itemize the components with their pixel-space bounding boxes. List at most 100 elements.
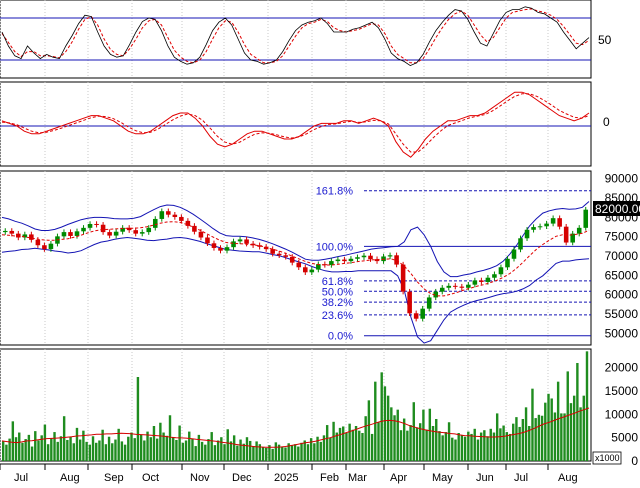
stochastic-ytick-label: 50 [598, 33, 612, 47]
volume-bar [297, 446, 300, 461]
stochastic-grid [0, 0, 591, 78]
volume-bar [69, 436, 72, 461]
volume-bar [383, 386, 387, 461]
volume-bar [111, 443, 114, 461]
volume-bar [50, 438, 53, 461]
volume-bar [303, 440, 306, 461]
candle-body [107, 232, 112, 236]
volume-bar [399, 430, 403, 461]
month-label: Feb [320, 472, 339, 484]
volume-bar [46, 444, 50, 461]
candle-body [237, 239, 243, 242]
volume-bar [524, 407, 528, 461]
volume-bar [239, 439, 242, 461]
oscillator-main-line [1, 91, 590, 158]
month-label: Jul [14, 472, 28, 484]
volume-ytick-label: 0 [631, 454, 638, 468]
volume-bar [66, 440, 69, 461]
volume-bar [537, 414, 541, 461]
candle-body [316, 264, 321, 270]
volume-bar [425, 429, 428, 461]
volume-bar [114, 439, 117, 461]
volume-bar [534, 418, 537, 461]
month-label: Aug [558, 472, 578, 484]
stochastic-k-line [1, 6, 590, 67]
fib-level-label: 0.0% [328, 331, 353, 343]
month-label: Dec [232, 472, 252, 484]
volume-bar [460, 435, 464, 461]
volume-bar [82, 430, 85, 461]
price-ytick-label: 65000 [605, 268, 639, 282]
price-ma-line [1, 221, 590, 297]
fib-level-label: 23.6% [322, 310, 353, 322]
candle-body [198, 231, 204, 238]
candle-body [374, 259, 380, 262]
candle-body [100, 224, 106, 233]
volume-bar [508, 433, 512, 461]
volume-bar [422, 409, 425, 461]
volume-bar [447, 422, 451, 461]
candle-body [420, 308, 425, 319]
volume-bar [248, 440, 252, 461]
volume-bar [62, 416, 66, 461]
volume-bar [172, 437, 175, 461]
volume-bar [255, 441, 258, 461]
volume-bar [418, 423, 422, 461]
volume-bar [582, 395, 585, 461]
candle-body [42, 245, 47, 250]
candle-body [576, 227, 582, 234]
candle-body [531, 227, 536, 230]
volume-bar [361, 433, 364, 461]
oscillator-lines [1, 91, 590, 158]
last-price-badge [593, 201, 640, 216]
volume-bar [348, 423, 351, 461]
candle-body [257, 245, 262, 247]
candle-body [309, 269, 315, 273]
volume-bar [322, 435, 326, 461]
candle-body [35, 239, 41, 246]
volume-bar [56, 441, 59, 461]
candle-body [29, 234, 34, 240]
volume-bar [390, 407, 393, 461]
candle-body [439, 287, 445, 292]
volume-bar [521, 419, 525, 461]
volume-bar [412, 402, 415, 461]
volume-bar [486, 436, 489, 461]
volume-bar [242, 443, 245, 461]
candle-body [231, 241, 236, 248]
volume-panel: 20000 15000 10000 5000 0 x1000 [0, 348, 638, 468]
price-ytick-label: 70000 [605, 249, 639, 263]
volume-bar [194, 446, 197, 461]
volume-bar [467, 431, 470, 461]
volume-bar [188, 431, 191, 461]
candle-body [368, 255, 373, 260]
candle-body [583, 209, 589, 228]
oscillator-panel: 0 [0, 81, 610, 167]
volume-bar [75, 427, 79, 461]
volume-bar [393, 415, 396, 461]
volume-bar [27, 434, 31, 461]
volume-moving-average [1, 407, 590, 448]
volume-bar [85, 441, 88, 461]
candle-body [120, 227, 125, 232]
volume-bar [258, 444, 262, 461]
volume-bar [502, 425, 505, 461]
candle-body [211, 243, 217, 248]
volume-bar [213, 445, 217, 461]
volume-bar [547, 393, 550, 461]
price-ytick-label: 90000 [605, 172, 639, 186]
volume-bar [492, 432, 496, 461]
volume-bar [8, 438, 11, 461]
volume-bar [14, 437, 18, 461]
volume-bar [528, 426, 531, 461]
candle-body [139, 232, 145, 234]
volume-bar [518, 426, 521, 461]
volume-bar [319, 441, 322, 461]
candle-body [133, 230, 138, 234]
volume-bar [367, 400, 371, 461]
volume-bar [184, 440, 188, 461]
fib-level-label: 38.2% [322, 297, 353, 309]
volume-bar [252, 446, 255, 461]
candle-body [466, 284, 471, 288]
candle-body [518, 238, 523, 250]
